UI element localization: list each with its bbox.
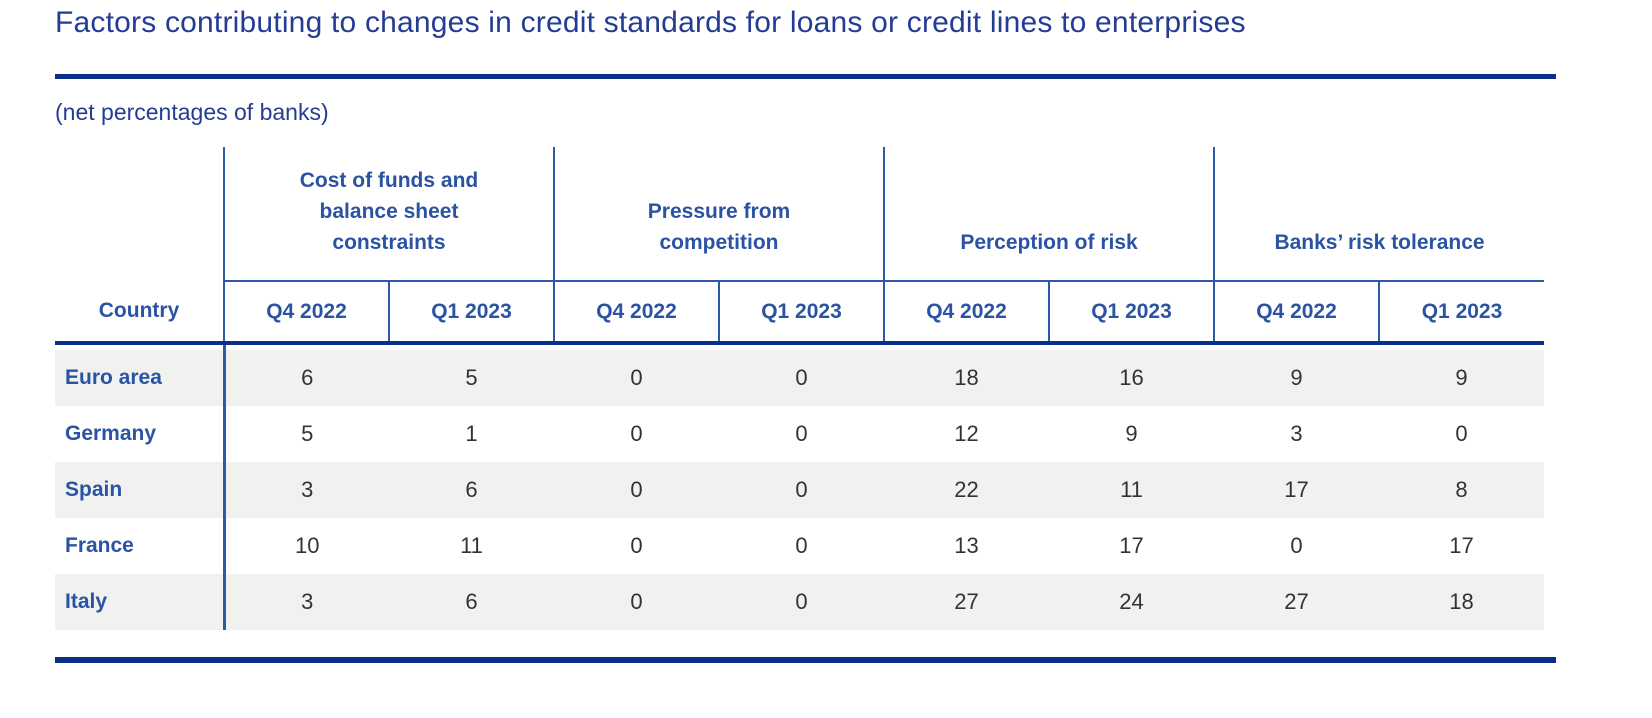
value-cell: 0 (795, 477, 808, 502)
value-cell: 0 (1455, 421, 1468, 446)
value-cell: 3 (301, 477, 314, 502)
value-cell: 22 (954, 477, 979, 502)
value-cell: 1 (465, 421, 478, 446)
value-cell: 8 (1455, 477, 1468, 502)
table-row: Italy 3 6 0 0 27 24 27 18 (55, 574, 1545, 630)
value-cell: 0 (795, 533, 808, 558)
country-label: Italy (55, 574, 226, 630)
value-cell: 5 (465, 365, 478, 390)
bottom-rule (55, 657, 1556, 663)
value-cell: 18 (954, 365, 979, 390)
group-header-pressure-competition: Pressure from competition (553, 147, 885, 282)
group-header-risk-tolerance: Banks’ risk tolerance (1213, 147, 1545, 282)
quarter-header: Q1 2023 (1047, 281, 1215, 345)
country-label: Euro area (55, 350, 226, 406)
table-body: Euro area 6 5 0 0 18 16 9 9 Germany 5 1 0 0 12 9 3 0 Spain… (55, 343, 1545, 630)
value-cell: 0 (795, 589, 808, 614)
value-cell: 0 (630, 533, 643, 558)
value-cell: 0 (630, 589, 643, 614)
quarter-header: Q1 2023 (388, 281, 554, 345)
table-row: Spain 3 6 0 0 22 11 17 8 (55, 462, 1545, 518)
value-cell: 5 (301, 421, 314, 446)
value-cell: 0 (795, 421, 808, 446)
page-title: Factors contributing to changes in credi… (55, 6, 1246, 39)
value-cell: 0 (795, 365, 808, 390)
value-cell: 3 (1290, 421, 1303, 446)
value-cell: 18 (1449, 589, 1474, 614)
quarter-header: Q1 2023 (718, 281, 884, 345)
table-row: Germany 5 1 0 0 12 9 3 0 (55, 406, 1544, 462)
value-cell: 24 (1119, 589, 1144, 614)
value-cell: 17 (1119, 533, 1144, 558)
table-row: France 10 11 0 0 13 17 0 17 (55, 518, 1544, 574)
value-cell: 0 (630, 421, 643, 446)
value-cell: 3 (301, 589, 314, 614)
value-cell: 13 (954, 533, 979, 558)
country-column-header: Country (55, 281, 225, 345)
value-cell: 6 (301, 365, 314, 390)
value-cell: 0 (630, 477, 643, 502)
quarter-header: Q4 2022 (223, 281, 389, 345)
value-cell: 6 (465, 589, 478, 614)
value-cell: 17 (1449, 533, 1474, 558)
quarter-header: Q4 2022 (1213, 281, 1380, 345)
quarter-header: Q4 2022 (883, 281, 1049, 345)
quarter-header-row: Country Q4 2022 Q1 2023 Q4 2022 Q1 2023 … (55, 281, 1545, 345)
country-label: Germany (55, 406, 226, 462)
value-cell: 6 (465, 477, 478, 502)
table-subtitle: (net percentages of banks) (55, 99, 329, 125)
group-header-cost-of-funds: Cost of funds and balance sheet constrai… (223, 147, 555, 282)
value-cell: 9 (1455, 365, 1468, 390)
group-header-perception-of-risk: Perception of risk (882, 147, 1216, 282)
value-cell: 12 (954, 421, 979, 446)
table-row: Euro area 6 5 0 0 18 16 9 9 (55, 350, 1545, 406)
country-label: France (55, 518, 226, 574)
value-cell: 17 (1284, 477, 1309, 502)
value-cell: 9 (1290, 365, 1303, 390)
value-cell: 11 (460, 533, 483, 558)
value-cell: 0 (630, 365, 643, 390)
country-label: Spain (55, 462, 226, 518)
title-rule (55, 74, 1556, 79)
credit-standards-table: Cost of funds and balance sheet constrai… (55, 147, 1545, 630)
quarter-header: Q1 2023 (1378, 281, 1545, 345)
group-header-row: Cost of funds and balance sheet constrai… (55, 147, 1545, 282)
quarter-header: Q4 2022 (553, 281, 719, 345)
corner-cell (55, 147, 225, 281)
spacer-row (55, 343, 1544, 350)
report-page: Factors contributing to changes in credi… (55, 6, 1556, 663)
value-cell: 10 (295, 533, 320, 558)
value-cell: 27 (1284, 589, 1309, 614)
value-cell: 27 (954, 589, 979, 614)
value-cell: 0 (1290, 533, 1303, 558)
value-cell: 16 (1119, 365, 1144, 390)
value-cell: 9 (1125, 421, 1138, 446)
value-cell: 11 (1120, 477, 1143, 502)
